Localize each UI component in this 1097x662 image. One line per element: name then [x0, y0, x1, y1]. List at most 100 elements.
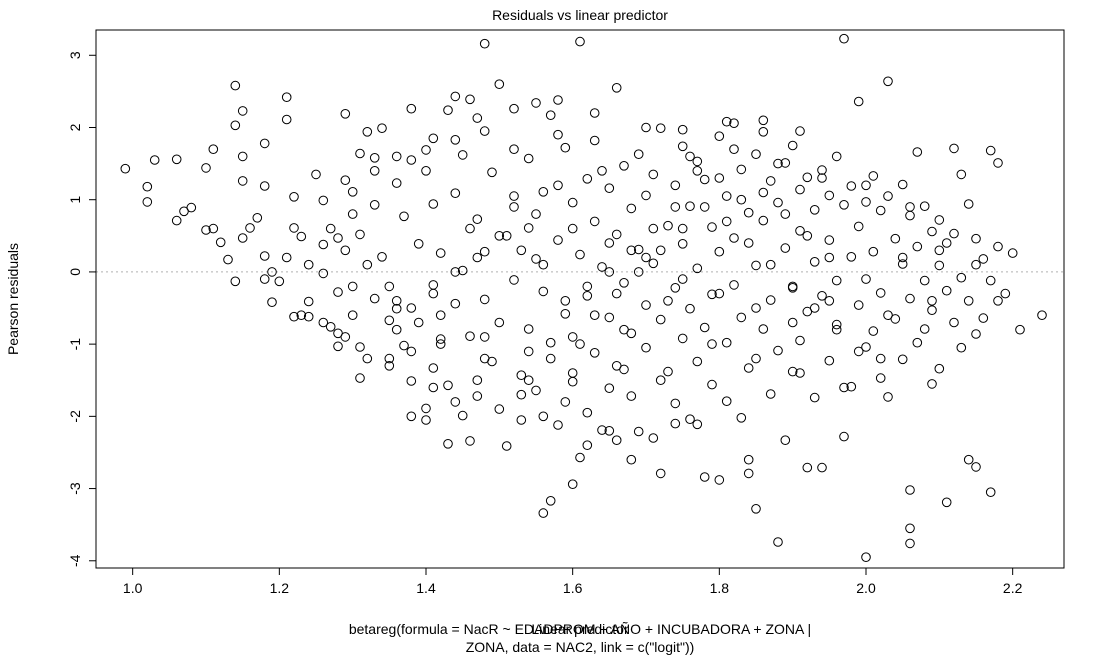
data-point [787, 281, 798, 292]
data-point [905, 210, 915, 221]
data-point [494, 231, 505, 241]
data-point [677, 239, 688, 249]
data-point [479, 246, 490, 257]
data-point [523, 223, 534, 233]
data-point [589, 310, 600, 321]
data-point [714, 173, 725, 183]
data-point [501, 231, 512, 241]
y-tick-label: -1 [67, 338, 83, 351]
data-point [604, 183, 615, 193]
data-point [817, 462, 827, 473]
data-point [545, 110, 556, 120]
data-point [692, 166, 703, 176]
data-point [472, 375, 483, 386]
data-point [589, 348, 600, 358]
data-point [553, 95, 563, 105]
data-point [831, 324, 842, 335]
data-point [677, 333, 688, 344]
data-point [729, 280, 739, 290]
data-point [516, 415, 527, 425]
data-point [692, 156, 703, 167]
data-point [707, 379, 717, 390]
data-point [406, 346, 417, 357]
data-point [567, 479, 578, 490]
data-point [619, 278, 629, 288]
data-point [479, 332, 490, 342]
data-point [641, 300, 651, 310]
data-point [289, 223, 299, 233]
data-point [340, 245, 351, 256]
data-point [237, 151, 248, 162]
y-tick-label: 1 [67, 196, 83, 204]
y-tick-label: -4 [67, 554, 83, 567]
data-point [897, 354, 908, 365]
data-point [919, 201, 930, 211]
data-point [553, 420, 563, 430]
data-point [714, 288, 725, 299]
data-point [861, 342, 871, 352]
data-point [685, 151, 695, 162]
data-point [905, 523, 915, 534]
data-point [985, 145, 996, 156]
data-point [941, 497, 952, 508]
data-point [450, 397, 461, 407]
data-point [633, 426, 644, 437]
data-point [567, 368, 578, 378]
data-point [582, 174, 593, 184]
data-point [340, 332, 351, 342]
data-point [531, 254, 541, 264]
data-point [281, 252, 292, 263]
data-point [883, 310, 893, 321]
data-point [758, 127, 769, 137]
data-point [567, 223, 578, 234]
data-point [831, 151, 842, 162]
data-point [289, 311, 299, 322]
data-point [1000, 288, 1011, 299]
data-point [780, 209, 791, 219]
data-point [773, 537, 783, 547]
data-point [949, 143, 959, 154]
data-point [597, 425, 607, 435]
data-point [839, 382, 849, 393]
data-point [655, 123, 666, 133]
data-point [890, 233, 901, 244]
data-point [567, 197, 578, 208]
data-point [795, 184, 805, 195]
data-point [406, 155, 417, 165]
data-point [699, 322, 710, 333]
data-point [604, 238, 615, 248]
data-point [1007, 248, 1018, 258]
data-point [516, 370, 527, 381]
data-point [831, 275, 842, 286]
data-point [259, 251, 270, 261]
data-point [347, 281, 358, 292]
data-point [281, 92, 292, 102]
data-point [692, 263, 703, 274]
data-point [303, 259, 314, 270]
data-point [435, 248, 446, 258]
data-point [457, 150, 468, 160]
data-point [333, 341, 343, 352]
data-point [362, 259, 373, 270]
data-point [993, 241, 1003, 252]
data-point [355, 342, 365, 352]
data-point [428, 280, 439, 290]
data-point [413, 317, 424, 328]
data-point [201, 163, 211, 173]
data-point [655, 245, 666, 256]
x-tick-label: 1.6 [563, 580, 583, 596]
data-point [641, 342, 651, 353]
data-point [369, 166, 380, 176]
data-point [692, 419, 703, 430]
data-point [685, 414, 695, 425]
data-point [868, 171, 879, 181]
data-point [450, 298, 461, 309]
data-point [281, 114, 292, 125]
data-point [861, 274, 871, 284]
data-point [391, 151, 402, 162]
data-point [956, 272, 967, 283]
data-point [971, 329, 981, 339]
data-point [721, 116, 732, 127]
data-point [817, 165, 827, 175]
data-point [633, 244, 644, 255]
